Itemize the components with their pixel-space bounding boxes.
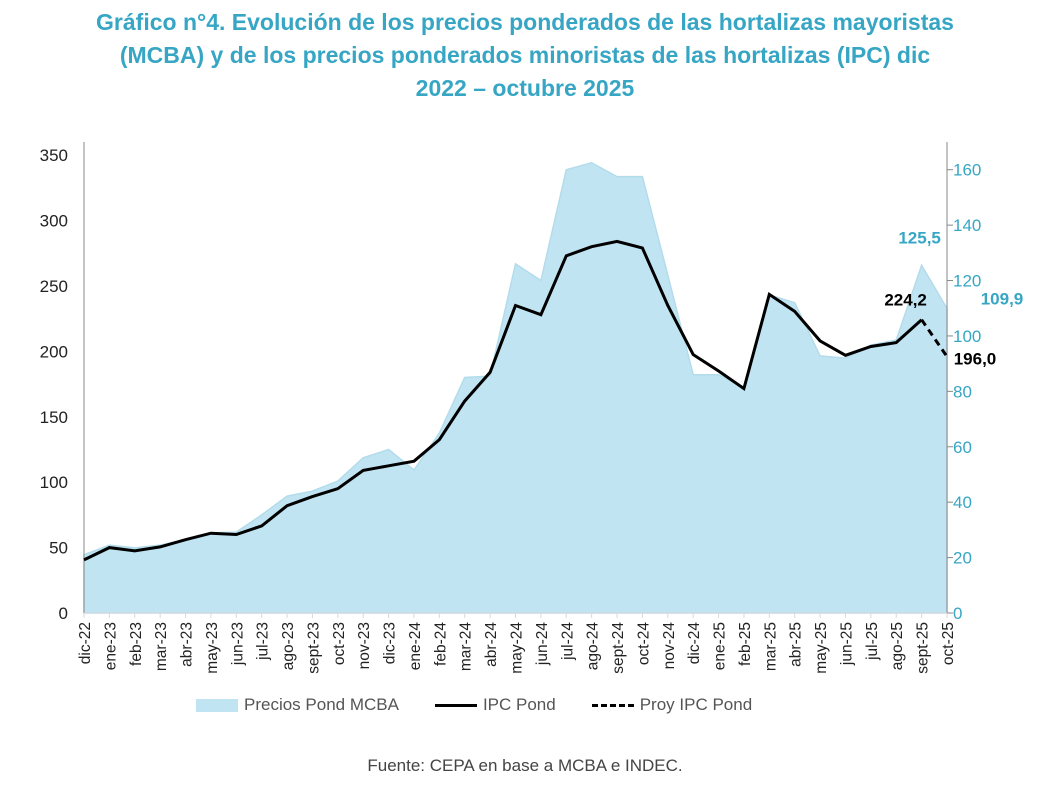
x-axis-tick-label: may-24 bbox=[509, 622, 526, 674]
right-axis-tick-label: 120 bbox=[953, 272, 981, 291]
x-axis-tick-label: feb-24 bbox=[432, 622, 449, 666]
legend-label-proy-ipc: Proy IPC Pond bbox=[639, 695, 753, 714]
data-label: 125,5 bbox=[898, 228, 941, 247]
x-axis-tick-label: ago-25 bbox=[889, 622, 906, 670]
x-axis-tick-label: jul-24 bbox=[559, 622, 576, 661]
legend-swatch-dashed bbox=[591, 703, 634, 707]
ipc-line-series bbox=[83, 239, 949, 562]
x-axis-tick-label: sept-25 bbox=[915, 622, 932, 674]
x-axis-tick-label: dic-24 bbox=[686, 622, 703, 665]
x-axis-tick-label: nov-24 bbox=[661, 622, 678, 670]
legend-item-mcba: Precios Pond MCBA bbox=[196, 695, 399, 715]
x-axis-tick-label: mar-23 bbox=[153, 622, 170, 671]
x-axis-tick-label: feb-23 bbox=[128, 622, 145, 666]
mcba-area-series bbox=[83, 161, 948, 614]
x-axis-tick-label: feb-25 bbox=[737, 622, 754, 666]
ipc-line bbox=[83, 239, 923, 562]
legend-swatch-line bbox=[434, 703, 477, 707]
right-axis-tick-label: 60 bbox=[953, 438, 972, 457]
chart-title: Gráfico n°4. Evolución de los precios po… bbox=[0, 6, 1050, 105]
right-axis-tick-label: 20 bbox=[953, 549, 972, 568]
left-axis-tick-label: 150 bbox=[40, 408, 68, 427]
x-axis-tick-label: dic-22 bbox=[77, 622, 94, 664]
x-axis-tick-label: jun-23 bbox=[229, 622, 246, 666]
left-axis-tick-label: 200 bbox=[40, 342, 68, 361]
left-axis-tick-label: 50 bbox=[49, 539, 68, 558]
right-axis-tick-label: 80 bbox=[953, 382, 972, 401]
data-label: 109,9 bbox=[981, 290, 1024, 309]
x-axis-tick-label: abr-24 bbox=[483, 622, 500, 667]
left-axis-tick-label: 300 bbox=[40, 212, 68, 231]
x-axis-tick-label: oct-23 bbox=[331, 622, 348, 665]
left-axis-tick-label: 0 bbox=[59, 604, 68, 623]
x-axis-tick-label: ago-23 bbox=[280, 622, 297, 670]
x-axis-tick-label: oct-24 bbox=[635, 622, 652, 665]
legend: Precios Pond MCBA IPC Pond Proy IPC Pond bbox=[196, 695, 788, 715]
legend-item-proy-ipc: Proy IPC Pond bbox=[591, 695, 753, 715]
x-axis-tick-label: oct-25 bbox=[940, 622, 957, 665]
x-axis-tick-label: sept-23 bbox=[305, 622, 322, 674]
left-axis-tick-label: 350 bbox=[40, 146, 68, 165]
right-axis-tick-label: 40 bbox=[953, 493, 972, 512]
right-axis-tick-label: 140 bbox=[953, 216, 981, 235]
x-axis-tick-label: dic-23 bbox=[382, 622, 399, 664]
legend-item-ipc: IPC Pond bbox=[434, 695, 556, 715]
x-axis-tick-label: mar-25 bbox=[762, 622, 779, 671]
proy-ipc-line bbox=[920, 318, 949, 358]
chart-title-line-1: Gráfico n°4. Evolución de los precios po… bbox=[96, 9, 954, 35]
annotations: 125,5 109,9 224,2 196,0 bbox=[884, 228, 1023, 368]
right-axis-tick-label: 100 bbox=[953, 327, 981, 346]
source-note: Fuente: CEPA en base a MCBA e INDEC. bbox=[367, 756, 683, 775]
legend-label-mcba: Precios Pond MCBA bbox=[244, 695, 399, 714]
x-axis-tick-label: mar-24 bbox=[458, 622, 475, 671]
x-axis-tick-label: abr-25 bbox=[788, 622, 805, 667]
x-axis-tick-label: abr-23 bbox=[179, 622, 196, 667]
right-axis-tick-label: 160 bbox=[953, 161, 981, 180]
data-label: 196,0 bbox=[954, 350, 997, 369]
left-axis-tick-label: 250 bbox=[40, 277, 68, 296]
x-axis-tick-label: jun-24 bbox=[534, 622, 551, 666]
x-axis-tick-label: ene-24 bbox=[407, 622, 424, 671]
x-axis-tick-label: may-25 bbox=[813, 622, 830, 674]
left-axis-tick-label: 100 bbox=[40, 473, 68, 492]
x-axis-tick-label: ene-23 bbox=[102, 622, 119, 670]
legend-label-ipc: IPC Pond bbox=[482, 695, 556, 714]
x-axis-tick-label: sept-24 bbox=[610, 622, 627, 674]
right-axis-tick-label: 0 bbox=[953, 604, 962, 623]
axes: 0 50 100 150 200 250 300 350 0 20 40 60 80 100 120 140 1… bbox=[40, 142, 981, 674]
x-axis-tick-label: ene-25 bbox=[712, 622, 729, 670]
x-axis-tick-label: jun-25 bbox=[838, 622, 855, 666]
chart-title-line-2: (MCBA) y de los precios ponderados minor… bbox=[119, 42, 931, 68]
data-label: 224,2 bbox=[884, 291, 927, 310]
x-axis-tick-label: may-23 bbox=[204, 622, 221, 674]
legend-swatch-area bbox=[196, 698, 238, 712]
x-axis-tick-label: nov-23 bbox=[356, 622, 373, 669]
x-axis-tick-label: jul-25 bbox=[864, 622, 881, 661]
chart-title-line-3: 2022 – octubre 2025 bbox=[415, 75, 635, 101]
x-axis-tick-label: jul-23 bbox=[255, 622, 272, 661]
x-axis-tick-label: ago-24 bbox=[585, 622, 602, 671]
mcba-area bbox=[83, 161, 948, 614]
